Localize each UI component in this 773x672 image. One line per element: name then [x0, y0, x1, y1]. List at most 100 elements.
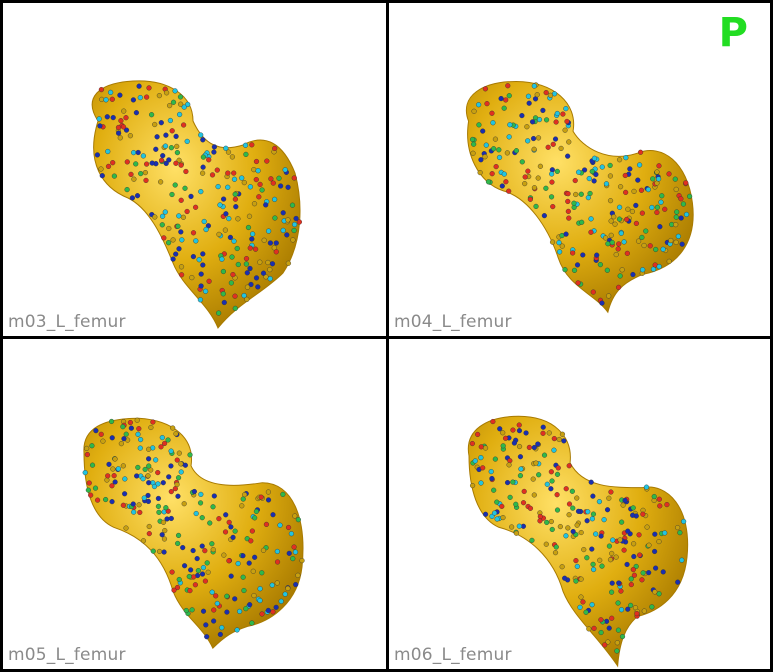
- landmark-dot: [182, 462, 188, 468]
- landmark-dot: [489, 110, 495, 116]
- landmark-dot: [482, 511, 489, 517]
- landmark-dot: [203, 226, 209, 233]
- landmark-dot: [654, 169, 660, 175]
- landmark-dot: [178, 162, 184, 168]
- landmark-dot: [651, 493, 657, 500]
- landmark-dot: [128, 425, 134, 431]
- landmark-dot: [565, 191, 571, 197]
- landmark-dot: [485, 179, 492, 185]
- landmark-dot: [170, 425, 176, 431]
- landmark-dot: [229, 254, 235, 260]
- landmark-dot: [226, 216, 232, 222]
- landmark-dot: [640, 511, 646, 517]
- landmark-dot: [635, 177, 641, 183]
- landmark-dot: [603, 181, 610, 187]
- landmark-dot: [285, 260, 292, 266]
- landmark-dot: [255, 168, 261, 174]
- landmark-dot: [173, 133, 179, 140]
- landmark-dot: [164, 90, 170, 96]
- landmark-dot: [172, 182, 178, 188]
- landmark-dot: [168, 489, 174, 495]
- landmark-dot: [200, 164, 206, 170]
- landmark-dot: [543, 117, 550, 123]
- landmark-dot: [496, 147, 502, 153]
- landmark-dot: [265, 497, 272, 503]
- landmark-dot: [221, 552, 227, 558]
- landmark-dot: [225, 170, 231, 176]
- landmark-dot: [606, 543, 613, 549]
- landmark-dot: [557, 524, 563, 530]
- viewport-m05[interactable]: m05_L_femur: [3, 339, 386, 669]
- landmark-dot: [678, 215, 684, 221]
- landmark-dot: [636, 162, 643, 168]
- landmark-dot: [267, 240, 274, 246]
- landmark-dot: [105, 473, 111, 479]
- landmark-dot: [675, 233, 681, 239]
- landmark-dot: [588, 229, 594, 235]
- landmark-dot: [118, 118, 124, 124]
- landmark-dot: [599, 300, 605, 306]
- landmark-dot: [122, 491, 128, 497]
- landmark-dot: [584, 518, 590, 524]
- landmark-dot: [656, 264, 662, 270]
- landmark-dot: [140, 476, 146, 482]
- landmark-dot: [273, 604, 279, 610]
- landmark-dot: [581, 167, 588, 173]
- landmark-dot: [247, 602, 253, 608]
- landmark-dot: [540, 107, 546, 113]
- landmark-dot: [504, 480, 511, 486]
- landmark-dot: [516, 443, 523, 450]
- landmark-dot: [660, 246, 666, 252]
- landmark-dot: [614, 648, 620, 654]
- landmark-dot: [285, 184, 291, 190]
- landmark-dot: [590, 566, 597, 573]
- landmark-dot: [115, 124, 122, 131]
- viewport-m06[interactable]: m06_L_femur: [389, 339, 770, 669]
- landmark-dot: [181, 122, 187, 128]
- landmark-dot: [232, 196, 239, 202]
- landmark-dot: [656, 163, 662, 169]
- landmark-dot: [84, 451, 90, 458]
- landmark-dot: [233, 204, 239, 210]
- landmark-dot: [253, 158, 260, 165]
- landmark-dot: [250, 231, 256, 237]
- landmark-dot: [657, 224, 663, 230]
- landmark-dot: [525, 93, 532, 99]
- landmark-dot: [88, 492, 94, 498]
- landmark-dot: [616, 241, 622, 247]
- landmark-dot: [606, 625, 612, 631]
- landmark-dot: [590, 493, 596, 499]
- viewport-m03[interactable]: m03_L_femur: [3, 3, 386, 336]
- landmark-dot: [211, 493, 217, 499]
- landmark-dot: [232, 293, 238, 299]
- landmark-dot: [674, 209, 680, 215]
- viewport-m04[interactable]: m04_L_femur P: [389, 3, 770, 336]
- landmark-dot: [224, 593, 230, 599]
- landmark-dot: [534, 92, 540, 98]
- landmark-dot: [244, 284, 251, 290]
- landmark-dot: [274, 548, 280, 555]
- landmark-dot: [175, 223, 181, 229]
- landmark-dot: [232, 191, 238, 197]
- landmark-dot: [517, 454, 524, 460]
- landmark-dot: [498, 95, 504, 102]
- landmark-dot: [598, 617, 604, 623]
- landmark-dot: [525, 168, 531, 174]
- landmark-dot: [630, 567, 636, 573]
- landmark-dot: [241, 587, 247, 594]
- landmark-dot: [615, 627, 622, 633]
- landmark-dot: [146, 463, 152, 469]
- landmark-dot: [211, 618, 217, 624]
- landmark-dot: [264, 158, 270, 164]
- landmark-dot: [608, 218, 614, 224]
- landmark-dot: [559, 431, 566, 437]
- landmark-dot: [550, 204, 556, 210]
- landmark-dot: [185, 101, 191, 108]
- landmark-dot: [598, 629, 604, 636]
- landmark-dot: [109, 499, 115, 505]
- landmark-dot: [530, 476, 536, 482]
- landmark-dot: [643, 484, 650, 490]
- landmark-dot: [232, 305, 238, 312]
- landmark-dot: [137, 509, 143, 516]
- landmark-dot: [203, 288, 209, 294]
